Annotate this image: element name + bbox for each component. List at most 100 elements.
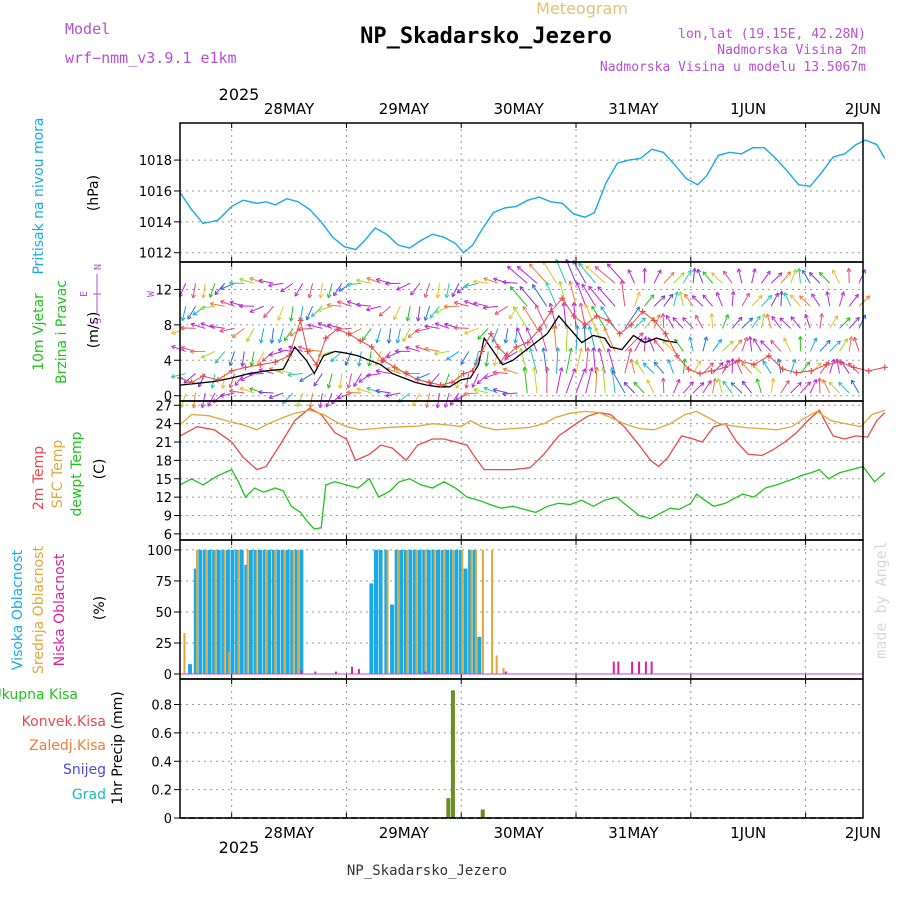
wind-arrow-head (464, 330, 468, 334)
temp-unit: (C) (92, 459, 108, 480)
wind-arrow-head (854, 293, 859, 297)
wind-arrow-head (357, 362, 360, 367)
y-tick-label: 24 (155, 418, 172, 433)
wind-arrow-head (828, 381, 831, 387)
wind-arrow-head (662, 377, 666, 382)
wind-arrow-head (183, 381, 188, 384)
wind-arrow-head (706, 336, 709, 341)
wind-arrow-head (434, 350, 438, 355)
wind-arrow (829, 315, 839, 329)
wind-arrow-head (424, 324, 429, 327)
wind-arrow (417, 306, 421, 322)
wind-arrow (460, 351, 470, 365)
wind-arrow-head (209, 303, 214, 307)
wind-arrow-head (682, 317, 687, 320)
wind-arrow-head (307, 293, 310, 298)
wind-arrow-head (611, 366, 615, 371)
wind-arrow (839, 338, 848, 352)
wind-arrow (376, 328, 382, 343)
wind-arrow-head (271, 339, 275, 344)
wind-arrow-head (557, 347, 561, 352)
wind-arrow-head (209, 325, 214, 329)
wind-arrow (848, 294, 859, 307)
wind-arrow-head (444, 322, 449, 325)
compass-n: N (93, 264, 104, 270)
wind-arrow-head (729, 340, 734, 343)
wind-arrow (553, 325, 558, 352)
wind-arrow-head (745, 292, 750, 296)
wind-arrow-head (434, 322, 440, 324)
y-tick-label: 15 (155, 473, 172, 488)
wind-arrow-head (798, 268, 802, 272)
wind-arrow-head (643, 317, 646, 322)
cloud-unit: (%) (92, 596, 108, 620)
wind-arrow-head (460, 361, 465, 365)
wind-arrow-head (220, 300, 224, 305)
wind-arrow (326, 304, 342, 307)
wind-arrow-head (561, 367, 564, 372)
wind-arrow-head (833, 359, 836, 364)
bottom-day-label: 2JUN (845, 824, 881, 842)
high-cloud-bar (267, 549, 272, 675)
wind-arrow-head (607, 263, 612, 266)
wind-arrow-head (385, 281, 390, 285)
wind-arrow (717, 378, 723, 394)
wind-arrow (665, 314, 675, 329)
wind-arrow (493, 351, 499, 367)
low-cloud-bar (631, 661, 634, 675)
wind-arrow (483, 277, 499, 284)
wind-arrow-head (503, 339, 506, 344)
wind-arrow-head (597, 286, 600, 291)
wind-arrow (822, 379, 831, 394)
high-cloud-bar (285, 549, 290, 675)
wind-arrow-head (555, 347, 559, 352)
wind-arrow-head (770, 295, 773, 300)
wind-arrow-head (813, 337, 817, 341)
wind-arrow (711, 313, 714, 329)
wind-arrow-head (687, 269, 692, 273)
mid-cloud-bar (264, 549, 267, 675)
wind-arrow-head (604, 327, 608, 331)
wind-arrow-head (353, 384, 358, 387)
wind-arrow-head (629, 358, 632, 363)
wind-arrow-head (600, 366, 604, 372)
wind-arrow (653, 295, 666, 307)
wind-arrow (539, 326, 548, 352)
wind-arrow (192, 283, 196, 299)
legend-convective-rain: Konvek.Kisa (22, 714, 106, 730)
wind-arrow-head (642, 268, 646, 272)
wind-arrow-head (485, 362, 490, 367)
wind-arrow-head (741, 381, 744, 386)
wind-arrow-head (393, 317, 398, 321)
wind-arrow-head (724, 314, 729, 318)
wind-arrow-head (695, 314, 700, 318)
wind-arrow (741, 317, 753, 329)
wind-arrow-head (317, 307, 321, 312)
wind-arrow (581, 283, 596, 307)
pressure-line (179, 139, 886, 254)
wind-arrow-head (367, 362, 370, 367)
mid-cloud-bar (470, 549, 473, 675)
wind-arrow (180, 392, 187, 408)
top-day-label: 2JUN (845, 100, 881, 118)
wind-title-line2: Brzina i Pravac (54, 280, 70, 384)
wind-arrow (258, 391, 274, 394)
wind-arrow (353, 373, 362, 387)
mid-cloud-bar (205, 549, 208, 675)
wind-arrow-head (234, 381, 237, 386)
compass-rose: S E W N (79, 264, 157, 324)
top-day-labels: 28MAY 29MAY 30MAY 31MAY 1JUN 2JUN (264, 100, 881, 118)
wind-arrow-head (214, 290, 217, 295)
wind-arrow-head (385, 283, 390, 286)
wind-arrow (516, 327, 528, 352)
wind-arrow-head (356, 388, 360, 392)
wind-arrow-head (445, 294, 450, 299)
wind-arrow-head (415, 345, 420, 347)
wind-arrow (299, 373, 313, 382)
mid-cloud-title: Srednja Oblacnost (31, 546, 47, 674)
wind-arrow-head (192, 311, 196, 316)
wind-arrow-head (456, 384, 460, 389)
wind-arrow-head (263, 315, 268, 318)
wind-arrow-head (339, 384, 343, 389)
wind-arrow-head (434, 353, 439, 356)
